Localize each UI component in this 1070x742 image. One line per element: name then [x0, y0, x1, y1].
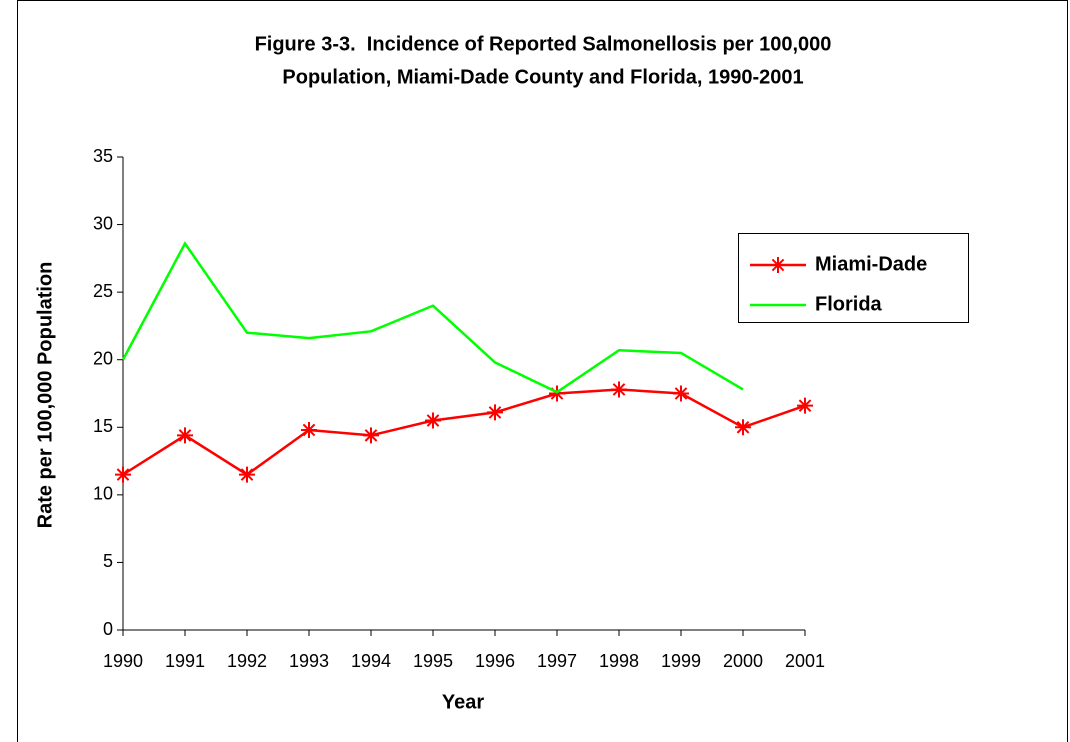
x-axis-label: Year	[442, 691, 484, 713]
point-marker	[735, 419, 751, 436]
y-tick-label: 15	[93, 416, 113, 436]
x-tick-label: 1996	[475, 651, 515, 671]
point-marker	[363, 427, 379, 444]
x-tick-label: 1990	[103, 651, 143, 671]
legend: Miami-Dade Florida	[738, 233, 969, 323]
x-tick-label: 1999	[661, 651, 701, 671]
x-tick-label: 1992	[227, 651, 267, 671]
y-tick-label: 35	[93, 146, 113, 166]
chart-border	[17, 0, 1068, 742]
series-line	[121, 241, 744, 394]
legend-label: Miami-Dade	[815, 253, 927, 275]
point-marker	[673, 385, 689, 402]
point-marker	[611, 381, 627, 398]
x-tick-label: 2001	[785, 651, 825, 671]
x-tick-label: 1993	[289, 651, 329, 671]
x-tick-label: 1995	[413, 651, 453, 671]
series-line	[122, 388, 806, 477]
y-tick-label: 5	[103, 551, 113, 571]
chart-title: Figure 3-3. Incidence of Reported Salmon…	[255, 33, 832, 55]
x-tick-label: 1994	[351, 651, 391, 671]
point-marker	[239, 466, 255, 483]
point-marker	[115, 466, 131, 483]
point-marker	[487, 404, 503, 421]
x-tick-label: 1998	[599, 651, 639, 671]
y-tick-label: 10	[93, 484, 113, 504]
point-marker	[797, 397, 813, 414]
y-tick-label: 25	[93, 281, 113, 301]
point-marker	[301, 421, 317, 438]
point-marker	[425, 412, 441, 429]
y-axis-label: Rate per 100,000 Population	[34, 262, 56, 529]
y-tick-label: 30	[93, 213, 113, 233]
legend-label: Florida	[815, 293, 883, 315]
chart-title: Population, Miami-Dade County and Florid…	[282, 66, 803, 88]
y-tick-label: 20	[93, 348, 113, 368]
legend-marker	[770, 257, 786, 273]
x-tick-label: 1991	[165, 651, 205, 671]
legend-box	[738, 233, 969, 323]
x-tick-label: 2000	[723, 651, 763, 671]
point-marker	[177, 427, 193, 444]
x-tick-label: 1997	[537, 651, 577, 671]
y-tick-label: 0	[103, 619, 113, 639]
